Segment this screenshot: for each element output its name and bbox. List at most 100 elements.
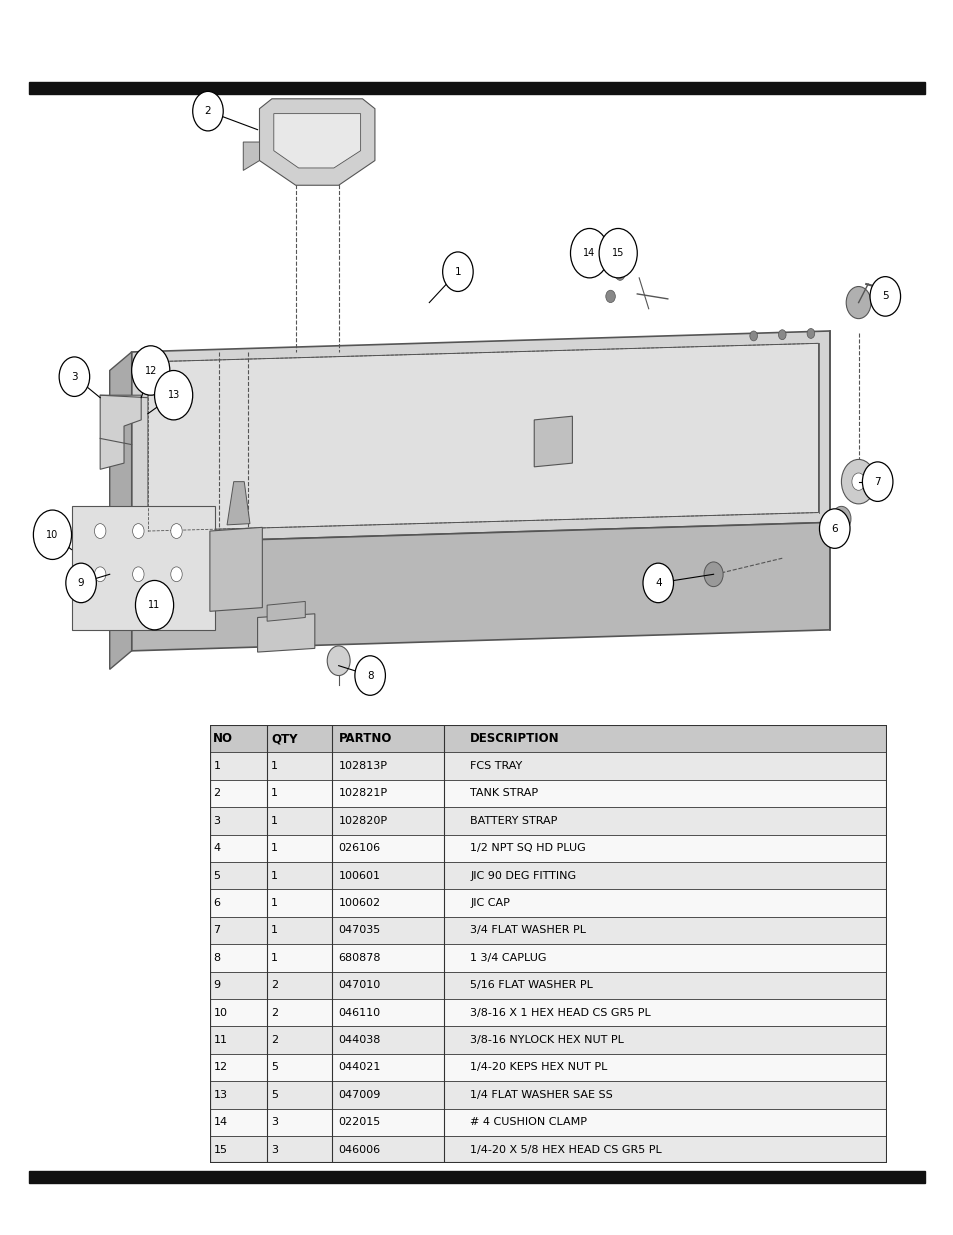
Text: 15: 15: [213, 1145, 227, 1155]
Text: # 4 CUSHION CLAMP: # 4 CUSHION CLAMP: [470, 1118, 586, 1128]
FancyBboxPatch shape: [210, 1136, 886, 1163]
Text: PARTNO: PARTNO: [338, 732, 392, 745]
Text: 13: 13: [213, 1089, 227, 1100]
Text: 9: 9: [78, 578, 84, 588]
Circle shape: [642, 563, 673, 603]
Circle shape: [841, 459, 875, 504]
Polygon shape: [243, 142, 259, 170]
Text: 044038: 044038: [338, 1035, 380, 1045]
Circle shape: [171, 524, 182, 538]
Circle shape: [845, 287, 870, 319]
Circle shape: [806, 329, 814, 338]
Text: 1/2 NPT SQ HD PLUG: 1/2 NPT SQ HD PLUG: [470, 844, 585, 853]
Text: 1: 1: [271, 898, 278, 908]
Text: 102821P: 102821P: [338, 788, 387, 799]
Polygon shape: [274, 114, 360, 168]
Text: 8: 8: [367, 671, 373, 680]
Text: 5/16 FLAT WASHER PL: 5/16 FLAT WASHER PL: [470, 981, 593, 990]
Text: 11: 11: [213, 1035, 227, 1045]
FancyBboxPatch shape: [210, 945, 886, 972]
FancyBboxPatch shape: [210, 972, 886, 999]
Text: 1/4 FLAT WASHER SAE SS: 1/4 FLAT WASHER SAE SS: [470, 1089, 612, 1100]
Text: QTY: QTY: [271, 732, 297, 745]
Text: 15: 15: [612, 248, 623, 258]
Bar: [29, 82, 924, 94]
Circle shape: [819, 509, 849, 548]
FancyBboxPatch shape: [210, 835, 886, 862]
FancyBboxPatch shape: [210, 999, 886, 1026]
Text: 7: 7: [213, 925, 220, 935]
Text: 047009: 047009: [338, 1089, 380, 1100]
Text: 5: 5: [271, 1062, 278, 1072]
Circle shape: [703, 562, 722, 587]
Text: 047035: 047035: [338, 925, 380, 935]
Text: JIC CAP: JIC CAP: [470, 898, 510, 908]
Polygon shape: [534, 416, 572, 467]
Polygon shape: [210, 527, 262, 611]
Text: 1: 1: [455, 267, 460, 277]
Text: 3/8-16 NYLOCK HEX NUT PL: 3/8-16 NYLOCK HEX NUT PL: [470, 1035, 623, 1045]
Text: 026106: 026106: [338, 844, 380, 853]
Polygon shape: [227, 482, 250, 525]
Text: 3: 3: [71, 372, 77, 382]
Circle shape: [135, 580, 173, 630]
Text: FCS TRAY: FCS TRAY: [470, 761, 522, 771]
Polygon shape: [110, 352, 132, 669]
Circle shape: [615, 268, 624, 280]
Text: 2: 2: [271, 1008, 278, 1018]
Circle shape: [442, 252, 473, 291]
Polygon shape: [71, 506, 214, 630]
FancyBboxPatch shape: [210, 1109, 886, 1136]
Polygon shape: [148, 343, 818, 531]
Circle shape: [355, 656, 385, 695]
Polygon shape: [132, 522, 829, 651]
Text: DESCRIPTION: DESCRIPTION: [470, 732, 559, 745]
Text: 10: 10: [47, 530, 58, 540]
Text: 100602: 100602: [338, 898, 380, 908]
Circle shape: [862, 462, 892, 501]
Circle shape: [851, 473, 864, 490]
Circle shape: [831, 506, 850, 531]
Text: 9: 9: [213, 981, 220, 990]
Circle shape: [154, 370, 193, 420]
Text: 8: 8: [213, 953, 220, 963]
Text: 12: 12: [145, 366, 156, 375]
Text: 2: 2: [213, 788, 220, 799]
Text: 022015: 022015: [338, 1118, 380, 1128]
Text: 2: 2: [271, 981, 278, 990]
Text: 13: 13: [168, 390, 179, 400]
Circle shape: [171, 567, 182, 582]
Text: 1: 1: [271, 761, 278, 771]
FancyBboxPatch shape: [210, 862, 886, 889]
Circle shape: [132, 346, 170, 395]
Text: 2: 2: [205, 106, 211, 116]
Text: 1: 1: [271, 953, 278, 963]
Text: 6: 6: [213, 898, 220, 908]
Text: 2: 2: [271, 1035, 278, 1045]
Text: 046110: 046110: [338, 1008, 380, 1018]
Polygon shape: [267, 601, 305, 621]
Circle shape: [66, 563, 96, 603]
Polygon shape: [100, 395, 141, 469]
Circle shape: [327, 646, 350, 676]
Text: 6: 6: [831, 524, 837, 534]
FancyBboxPatch shape: [210, 1081, 886, 1109]
FancyBboxPatch shape: [210, 752, 886, 779]
Text: 046006: 046006: [338, 1145, 380, 1155]
Text: 12: 12: [213, 1062, 227, 1072]
Text: NO: NO: [213, 732, 233, 745]
Circle shape: [59, 357, 90, 396]
Text: 14: 14: [213, 1118, 227, 1128]
FancyBboxPatch shape: [210, 916, 886, 945]
Circle shape: [94, 567, 106, 582]
Text: 047010: 047010: [338, 981, 380, 990]
Circle shape: [132, 524, 144, 538]
FancyBboxPatch shape: [210, 725, 886, 752]
Text: 7: 7: [874, 477, 880, 487]
Circle shape: [605, 290, 615, 303]
Text: 044021: 044021: [338, 1062, 380, 1072]
Circle shape: [570, 228, 608, 278]
FancyBboxPatch shape: [210, 779, 886, 808]
Text: 4: 4: [213, 844, 220, 853]
Text: 1: 1: [271, 788, 278, 799]
